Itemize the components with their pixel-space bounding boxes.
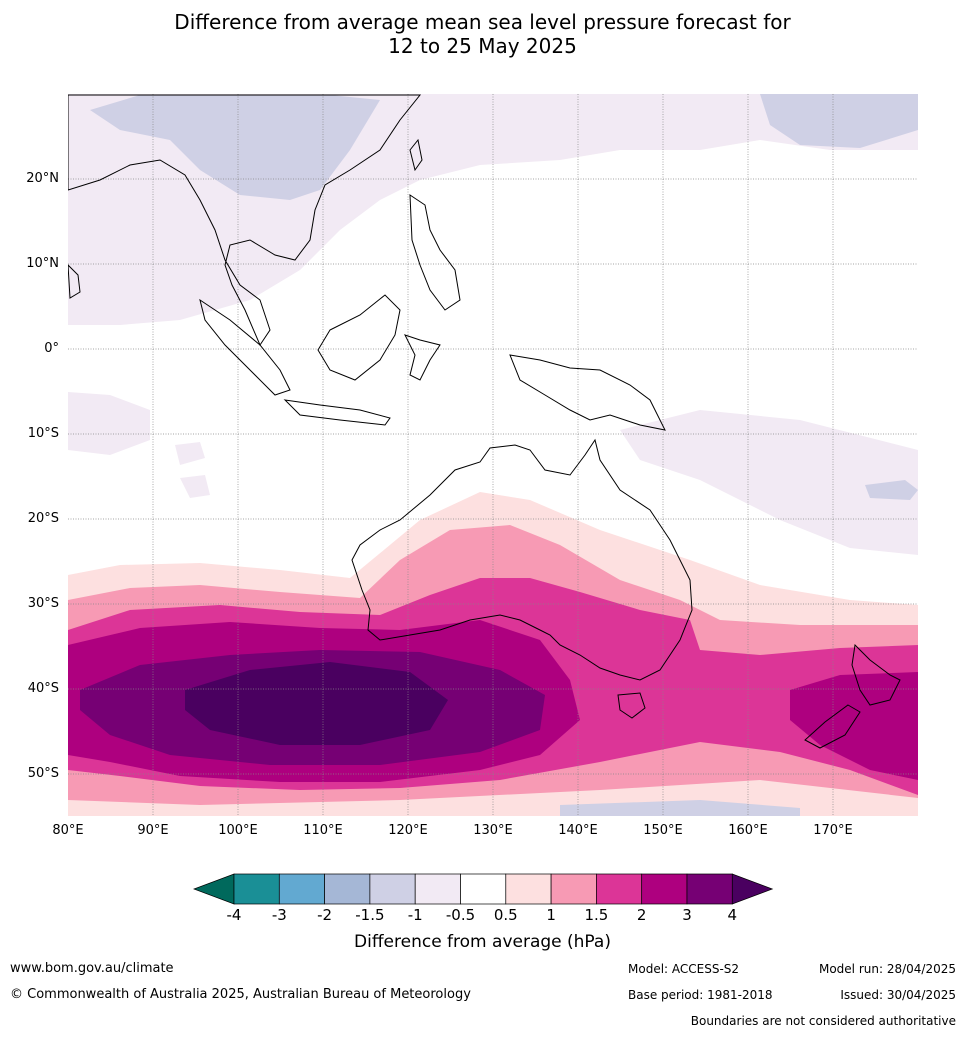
- website-text: www.bom.gov.au/climate: [10, 961, 174, 976]
- lat-label-10s: 10°S: [27, 426, 59, 441]
- lon-label-130e: 130°E: [473, 823, 513, 838]
- model-text: Model: ACCESS-S2: [628, 962, 740, 976]
- colorbar-tick-label: 1: [546, 906, 556, 924]
- colorbar-tick-label: -2: [317, 906, 333, 924]
- graticule: [68, 94, 918, 816]
- lon-label-140e: 140°E: [558, 823, 598, 838]
- map-title: Difference from average mean sea level p…: [0, 10, 965, 58]
- lat-label-10n: 10°N: [26, 256, 59, 271]
- australia-outline: [351, 438, 693, 681]
- colorbar-segment: [596, 873, 643, 905]
- colorbar-segment: [460, 873, 507, 905]
- colorbar-under-arrow: [193, 873, 235, 905]
- sulawesi-outline: [404, 334, 441, 381]
- new-zealand-south-outline: [804, 704, 861, 749]
- lon-label-110e: 110°E: [303, 823, 343, 838]
- colorbar-tick-label: 1.5: [584, 906, 609, 924]
- colorbar-segment: [278, 873, 325, 905]
- mainland-asia-outline: [68, 94, 422, 347]
- copyright-text: © Commonwealth of Australia 2025, Austra…: [10, 987, 471, 1002]
- colorbar-segment: [414, 873, 461, 905]
- title-line-2: 12 to 25 May 2025: [388, 34, 577, 58]
- colorbar-tick-label: -3: [271, 906, 287, 924]
- colorbar-tick-label: -0.5: [445, 906, 476, 924]
- philippines-outline: [409, 194, 461, 311]
- colorbar-tick-label: 0.5: [493, 906, 518, 924]
- tasmania-outline: [617, 692, 646, 719]
- model-run-text: Model run: 28/04/2025: [818, 962, 956, 976]
- colorbar-segment: [641, 873, 688, 905]
- sri-lanka-outline: [68, 264, 81, 299]
- java-outline: [283, 399, 391, 426]
- disclaimer-text: Boundaries are not considered authoritat…: [690, 1014, 956, 1028]
- lat-label-50s: 50°S: [27, 766, 59, 781]
- title-line-1: Difference from average mean sea level p…: [174, 10, 791, 34]
- issued-text: Issued: 30/04/2025: [840, 988, 956, 1002]
- colorbar-segment: [550, 873, 597, 905]
- colorbar-tick-label: 3: [682, 906, 692, 924]
- colorbar-segment: [233, 873, 280, 905]
- colorbar-segment: [369, 873, 416, 905]
- lat-label-30s: 30°S: [27, 596, 59, 611]
- lat-label-20n: 20°N: [26, 171, 59, 186]
- new-guinea-outline: [509, 354, 666, 431]
- colorbar-over-arrow: [731, 873, 774, 905]
- coastlines: [68, 94, 901, 749]
- lat-label-0: 0°: [44, 341, 59, 356]
- lon-label-80e: 80°E: [52, 823, 84, 838]
- lat-label-40s: 40°S: [27, 681, 59, 696]
- lon-label-170e: 170°E: [813, 823, 853, 838]
- colorbar-tick-label: 2: [636, 906, 647, 924]
- colorbar-title: Difference from average (hPa): [354, 932, 611, 952]
- base-period-text: Base period: 1981-2018: [628, 988, 773, 1002]
- lon-label-160e: 160°E: [728, 823, 768, 838]
- colorbar-tick-label: 4: [727, 906, 738, 924]
- colorbar-tick-label: -1: [407, 906, 423, 924]
- sumatra-outline: [199, 298, 291, 396]
- borneo-outline: [317, 294, 401, 381]
- colorbar-segment: [686, 873, 733, 905]
- lon-label-150e: 150°E: [643, 823, 683, 838]
- new-zealand-north-outline: [851, 643, 901, 706]
- lon-label-90e: 90°E: [137, 823, 169, 838]
- colorbar-tick-label: -1.5: [355, 906, 385, 924]
- lon-label-120e: 120°E: [388, 823, 428, 838]
- colorbar: [193, 873, 774, 905]
- taiwan-outline: [409, 138, 423, 172]
- colorbar-segment: [505, 873, 552, 905]
- colorbar-tick-label: -4: [226, 906, 242, 924]
- lat-label-20s: 20°S: [27, 511, 59, 526]
- colorbar-segment: [324, 873, 371, 905]
- lon-label-100e: 100°E: [218, 823, 258, 838]
